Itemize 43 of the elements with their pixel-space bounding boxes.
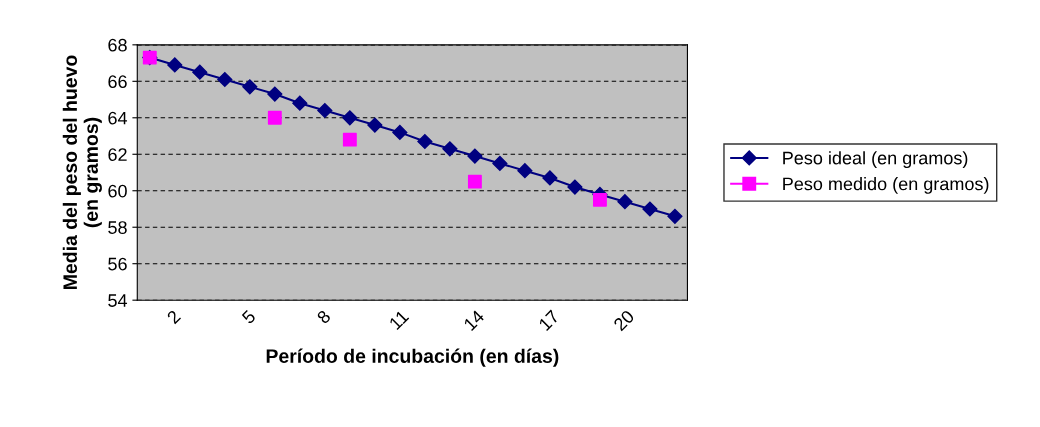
y-tick-label: 68 [108,38,127,52]
point [342,110,358,126]
point [442,141,458,157]
point [292,95,308,111]
point [242,79,258,95]
point [167,57,183,73]
x-tick-label: 14 [463,309,485,331]
point [267,110,282,125]
point [667,208,683,224]
x-axis-title: Período de incubación (en días) [266,348,559,367]
point [492,155,508,171]
point [567,179,583,195]
point [517,163,533,179]
y-tick-label: 62 [108,148,127,161]
point [317,102,333,119]
point [617,194,633,210]
point [367,117,383,133]
legend-label: Peso medido (en gramos) [783,177,989,194]
point [192,64,208,80]
point [467,174,482,189]
x-tick-label: 8 [316,309,332,325]
x-tick-label: 2 [166,309,181,325]
x-tick-label: 5 [241,309,257,325]
y-tick-label: 54 [108,294,128,307]
y-tick-label: 56 [108,257,127,271]
legend-label: Peso ideal (en gramos) [783,151,968,168]
y-tick-label: 64 [108,111,128,125]
x-tick-label: 11 [388,309,410,331]
x-tick-label: 17 [538,309,560,331]
point [267,86,283,102]
point [467,148,483,164]
y-axis-title: Media del peso del huevo (en gramos) [62,55,102,289]
point [392,124,408,140]
y-tick-label: 58 [108,221,127,234]
point [417,133,433,150]
point [592,192,607,207]
y-tick-label: 60 [108,184,127,198]
point [542,170,558,186]
point [342,132,357,147]
point [642,201,658,217]
y-tick-label: 66 [108,75,127,89]
x-tick-label: 20 [612,309,635,332]
point [217,71,233,88]
